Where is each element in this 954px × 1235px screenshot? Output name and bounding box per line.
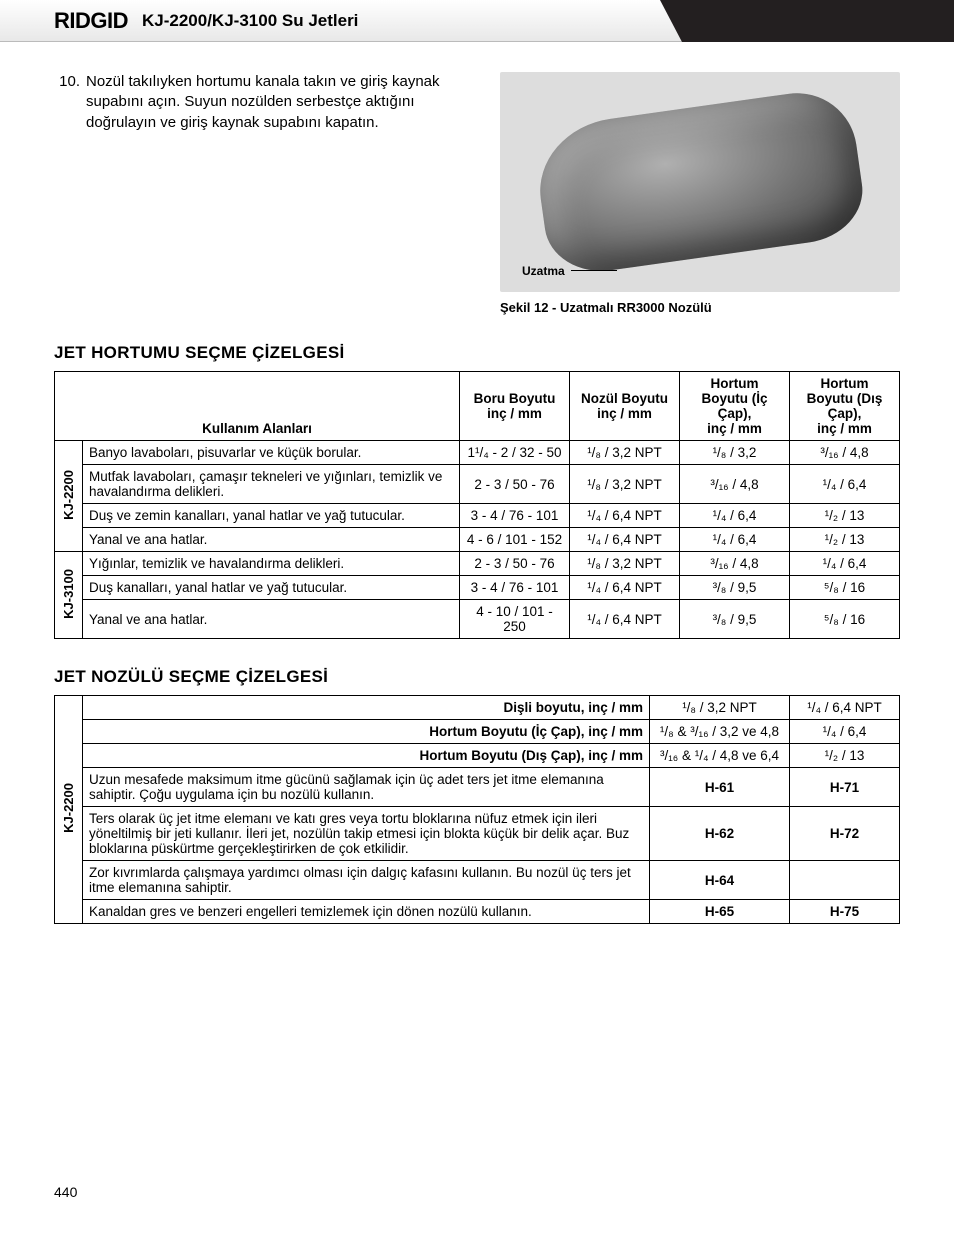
nozzle-cell: ¹/₄ / 6,4 NPT (570, 600, 680, 639)
content: 10. Nozül takılıyken hortumu kanala takı… (0, 42, 954, 924)
nozzle-c1: H-62 (650, 807, 790, 861)
id-cell: ¹/₈ / 3,2 (680, 441, 790, 465)
id-cell: ³/₁₆ / 4,8 (680, 465, 790, 504)
id-cell: ³/₈ / 9,5 (680, 576, 790, 600)
app-cell: Banyo lavaboları, pisuvarlar ve küçük bo… (83, 441, 460, 465)
od-cell: ¹/₄ / 6,4 (790, 552, 900, 576)
od-cell: ⁵/₈ / 16 (790, 576, 900, 600)
nozzle-col1: ¹/₈ & ³/₁₆ / 3,2 ve 4,8 (650, 720, 790, 744)
group-label: KJ-2200 (55, 441, 83, 552)
nozzle-app-cell: Zor kıvrımlarda çalışmaya yardımcı olmas… (83, 861, 650, 900)
nozzle-chart-table: KJ-2200Dişli boyutu, inç / mm¹/₈ / 3,2 N… (54, 695, 900, 924)
figure-callout-label: Uzatma (522, 264, 565, 278)
nozzle-cell: ¹/₈ / 3,2 NPT (570, 465, 680, 504)
od-cell: ⁵/₈ / 16 (790, 600, 900, 639)
page-footer: 440 (0, 1184, 954, 1200)
id-cell: ³/₈ / 9,5 (680, 600, 790, 639)
header-title: KJ-2200/KJ-3100 Su Jetleri (142, 11, 358, 31)
id-cell: ¹/₄ / 6,4 (680, 504, 790, 528)
nozzle-cell: ¹/₈ / 3,2 NPT (570, 552, 680, 576)
od-cell: ³/₁₆ / 4,8 (790, 441, 900, 465)
pipe-cell: 2 - 3 / 50 - 76 (460, 552, 570, 576)
logo: RIDGID (54, 8, 128, 34)
group-label: KJ-3100 (55, 552, 83, 639)
nozzle-cell: ¹/₄ / 6,4 NPT (570, 576, 680, 600)
figure-caption: Şekil 12 - Uzatmalı RR3000 Nozülü (500, 300, 900, 315)
nozzle-header-label: Hortum Boyutu (Dış Çap), inç / mm (83, 744, 650, 768)
header-bar: RIDGID KJ-2200/KJ-3100 Su Jetleri (0, 0, 954, 42)
nozzle-col1: ³/₁₆ & ¹/₄ / 4,8 ve 6,4 (650, 744, 790, 768)
nozzle-cell: ¹/₄ / 6,4 NPT (570, 528, 680, 552)
app-cell: Yanal ve ana hatlar. (83, 528, 460, 552)
nozzle-c2 (790, 861, 900, 900)
nozzle-c2: H-75 (790, 900, 900, 924)
app-cell: Yanal ve ana hatlar. (83, 600, 460, 639)
nozzle-c2: H-71 (790, 768, 900, 807)
nozzle-cell: ¹/₈ / 3,2 NPT (570, 441, 680, 465)
top-row: 10. Nozül takılıyken hortumu kanala takı… (54, 72, 900, 315)
instruction-list: 10. Nozül takılıyken hortumu kanala takı… (54, 72, 482, 133)
instruction-item-10: 10. Nozül takılıyken hortumu kanala takı… (54, 72, 482, 133)
od-cell: ¹/₄ / 6,4 (790, 465, 900, 504)
app-cell: Duş kanalları, yanal hatlar ve yağ tutuc… (83, 576, 460, 600)
callout-line (571, 270, 617, 271)
page-number: 440 (54, 1184, 77, 1200)
figure-12: Uzatma (500, 72, 900, 292)
nozzle-c1: H-65 (650, 900, 790, 924)
nozzle-c2: H-72 (790, 807, 900, 861)
nozzle-shape (531, 85, 869, 278)
od-cell: ¹/₂ / 13 (790, 528, 900, 552)
header-dark-tab (682, 0, 954, 42)
app-cell: Mutfak lavaboları, çamaşır tekneleri ve … (83, 465, 460, 504)
figure-col: Uzatma Şekil 12 - Uzatmalı RR3000 Nozülü (500, 72, 900, 315)
page: RIDGID KJ-2200/KJ-3100 Su Jetleri 10. No… (0, 0, 954, 1230)
nozzle-cell: ¹/₄ / 6,4 NPT (570, 504, 680, 528)
hose-chart-title: JET HORTUMU SEÇME ÇİZELGESİ (54, 343, 900, 363)
pipe-cell: 2 - 3 / 50 - 76 (460, 465, 570, 504)
app-cell: Duş ve zemin kanalları, yanal hatlar ve … (83, 504, 460, 528)
nozzle-app-cell: Ters olarak üç jet itme elemanı ve katı … (83, 807, 650, 861)
figure-callout: Uzatma (522, 264, 617, 278)
pipe-cell: 1¹/₄ - 2 / 32 - 50 (460, 441, 570, 465)
od-cell: ¹/₂ / 13 (790, 504, 900, 528)
nozzle-col2: ¹/₄ / 6,4 (790, 720, 900, 744)
instruction-text: Nozül takılıyken hortumu kanala takın ve… (86, 72, 482, 133)
id-cell: ³/₁₆ / 4,8 (680, 552, 790, 576)
nozzle-c1: H-61 (650, 768, 790, 807)
pipe-cell: 4 - 10 / 101 - 250 (460, 600, 570, 639)
nozzle-header-label: Hortum Boyutu (İç Çap), inç / mm (83, 720, 650, 744)
group-label: KJ-2200 (55, 696, 83, 924)
instruction-col: 10. Nozül takılıyken hortumu kanala takı… (54, 72, 482, 315)
nozzle-col2: ¹/₂ / 13 (790, 744, 900, 768)
instruction-number: 10. (54, 72, 80, 133)
hose-chart-table: Kullanım AlanlarıBoru Boyutuinç / mmNozü… (54, 371, 900, 639)
pipe-cell: 3 - 4 / 76 - 101 (460, 504, 570, 528)
pipe-cell: 4 - 6 / 101 - 152 (460, 528, 570, 552)
nozzle-col2: ¹/₄ / 6,4 NPT (790, 696, 900, 720)
nozzle-app-cell: Kanaldan gres ve benzeri engelleri temiz… (83, 900, 650, 924)
nozzle-c1: H-64 (650, 861, 790, 900)
pipe-cell: 3 - 4 / 76 - 101 (460, 576, 570, 600)
nozzle-chart-title: JET NOZÜLÜ SEÇME ÇİZELGESİ (54, 667, 900, 687)
nozzle-app-cell: Uzun mesafede maksimum itme gücünü sağla… (83, 768, 650, 807)
nozzle-col1: ¹/₈ / 3,2 NPT (650, 696, 790, 720)
id-cell: ¹/₄ / 6,4 (680, 528, 790, 552)
app-cell: Yığınlar, temizlik ve havalandırma delik… (83, 552, 460, 576)
nozzle-header-label: Dişli boyutu, inç / mm (83, 696, 650, 720)
